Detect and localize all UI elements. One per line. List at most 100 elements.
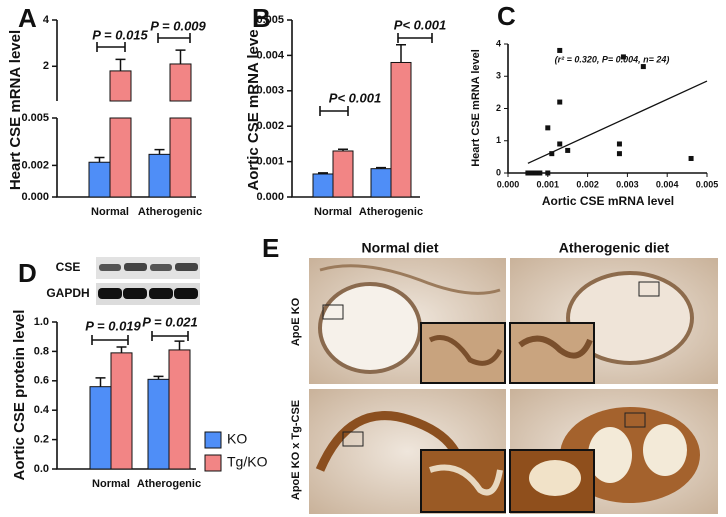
point	[557, 99, 563, 105]
y-tick-label: 0.000	[256, 191, 284, 203]
point	[616, 141, 622, 147]
x-tick-label: Normal	[314, 206, 352, 218]
annotation: P = 0.009	[150, 18, 206, 33]
bracket	[157, 33, 191, 43]
histology-image	[309, 389, 506, 514]
y-tick-label: 0.004	[256, 49, 284, 61]
histology-image	[309, 258, 506, 384]
bar	[332, 150, 354, 198]
error-bar	[115, 58, 126, 71]
row-header: ApoE KO	[290, 297, 302, 346]
y-tick-label: 0.8	[34, 345, 49, 357]
error-bar	[396, 44, 406, 63]
bracket	[397, 33, 433, 43]
bar-part	[109, 70, 132, 102]
panel-letter: A	[18, 3, 37, 33]
y-tick-label: 0.000	[21, 191, 49, 203]
bar	[147, 378, 170, 470]
point	[565, 147, 571, 153]
point	[616, 151, 622, 157]
bar	[110, 352, 133, 470]
y-tick-label: 0.003	[256, 85, 284, 97]
histology-image	[509, 389, 718, 514]
bar	[370, 168, 392, 198]
bar	[148, 153, 171, 198]
x-tick-label: Normal	[91, 206, 129, 218]
bar	[88, 161, 111, 198]
row-header: ApoE KO x Tg-CSE	[290, 400, 302, 500]
point	[640, 64, 646, 70]
error-bar	[318, 172, 328, 174]
y-axis-label: Heart CSE mRNA level	[7, 30, 24, 190]
x-tick-label: Normal	[92, 478, 130, 490]
point	[545, 170, 551, 176]
y-axis-label: Aortic CSE protein level	[11, 310, 28, 481]
x-tick-label: 0.003	[616, 179, 639, 189]
legend-swatch	[204, 454, 222, 472]
legend-label: KO	[227, 431, 247, 447]
error-bar	[174, 340, 185, 350]
y-tick-label: 0.005	[256, 14, 284, 26]
point	[525, 170, 531, 176]
y-tick-label: 4	[43, 14, 50, 26]
x-tick-label: 0.001	[537, 179, 560, 189]
point	[533, 170, 539, 176]
point	[537, 170, 543, 176]
bracket	[96, 42, 126, 52]
point	[620, 54, 626, 60]
y-tick-label: 0.0	[34, 463, 49, 475]
y-tick-label: 4	[496, 38, 501, 48]
y-tick-label: 2	[496, 103, 501, 113]
x-tick-label: Atherogenic	[137, 478, 201, 490]
bar	[169, 63, 192, 198]
point	[549, 151, 555, 157]
point	[545, 125, 551, 131]
error-bar	[94, 156, 105, 163]
panel-letter: D	[18, 258, 37, 288]
x-tick-label: Atherogenic	[359, 206, 423, 218]
y-tick-label: 0.002	[21, 159, 49, 171]
y-tick-label: 3	[496, 71, 501, 81]
column-header: Normal diet	[361, 240, 438, 256]
annotation: (r² = 0.320, P= 0.004, n= 24)	[555, 54, 670, 64]
legend-swatch	[204, 431, 222, 449]
error-bar	[175, 49, 186, 64]
y-tick-label: 0	[496, 167, 501, 177]
panel-letter: B	[252, 3, 271, 33]
bar	[89, 386, 112, 470]
error-bar	[376, 166, 386, 169]
annotation: P< 0.001	[329, 90, 381, 105]
x-tick-label: 0.002	[576, 179, 599, 189]
annotation: P< 0.001	[394, 17, 446, 32]
y-tick-label: 0.2	[34, 434, 49, 446]
bar	[168, 349, 191, 470]
blot-label: CSE	[56, 260, 81, 274]
error-bar	[154, 148, 165, 155]
histology-image	[509, 258, 718, 384]
bar	[312, 173, 334, 198]
western-blot	[96, 257, 200, 305]
y-tick-label: 0.4	[34, 404, 50, 416]
y-tick-label: 0.001	[256, 156, 284, 168]
legend-label: Tg/KO	[227, 454, 268, 470]
x-tick-label: 0.004	[656, 179, 679, 189]
annotation: P = 0.015	[92, 27, 148, 42]
y-tick-label: 0.6	[34, 375, 49, 387]
y-tick-label: 2	[43, 60, 49, 72]
bar-part	[169, 63, 192, 102]
annotation: P = 0.019	[85, 318, 141, 333]
bar	[109, 70, 132, 198]
point	[557, 141, 563, 147]
y-axis-label: Heart CSE mRNA level	[470, 49, 482, 167]
annotation: P = 0.021	[142, 314, 198, 329]
error-bar	[153, 375, 164, 380]
y-tick-label: 0.005	[21, 112, 49, 124]
point	[688, 155, 694, 161]
error-bar	[116, 346, 127, 353]
y-tick-label: 1	[496, 135, 501, 145]
bar-part	[169, 117, 192, 198]
panel-letter: C	[497, 1, 516, 31]
bar	[390, 61, 412, 198]
fit-line	[527, 80, 708, 164]
